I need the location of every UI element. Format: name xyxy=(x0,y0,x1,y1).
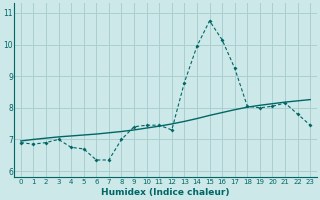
X-axis label: Humidex (Indice chaleur): Humidex (Indice chaleur) xyxy=(101,188,230,197)
